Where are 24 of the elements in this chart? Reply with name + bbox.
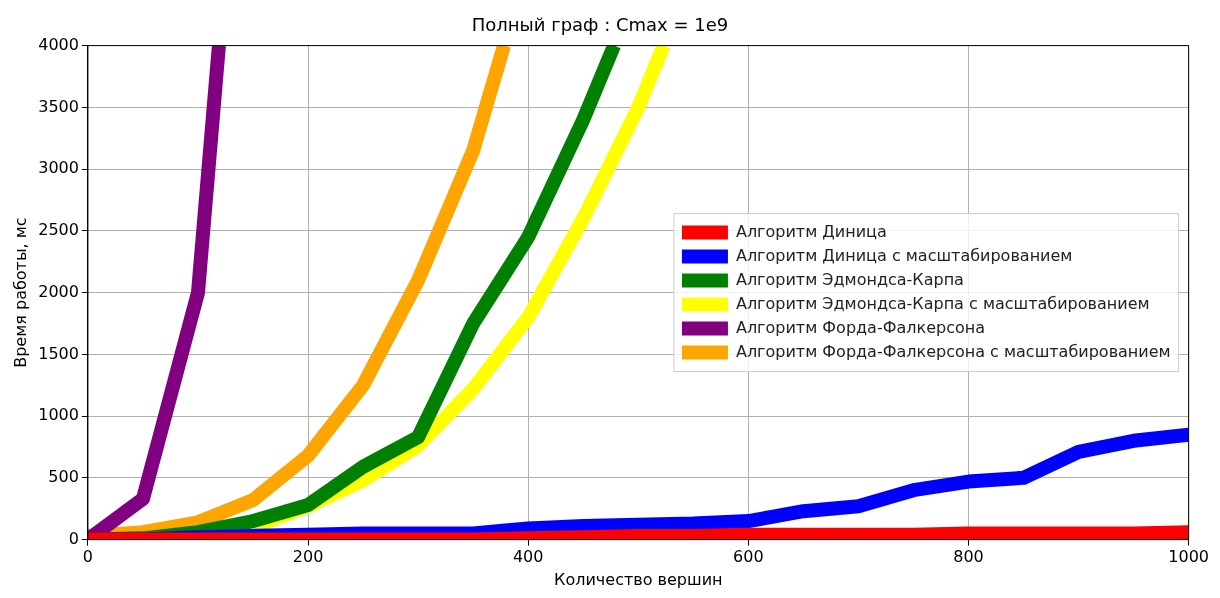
y-tick-label: 0 <box>68 528 79 548</box>
legend-label: Алгоритм Диница <box>735 221 887 241</box>
y-tick-label: 2500 <box>38 220 79 240</box>
legend-label: Алгоритм Диница с масштабированием <box>735 245 1073 265</box>
x-tick-label: 200 <box>292 547 324 567</box>
legend-label: Алгоритм Форда-Фалкерсона <box>735 317 986 337</box>
y-axis-title: Время работы, мс <box>10 217 30 368</box>
y-tick-label: 500 <box>48 467 79 487</box>
legend-label: Алгоритм Эдмондса-Карпа с масштабированием <box>735 293 1150 313</box>
y-tick-label: 3000 <box>38 158 79 178</box>
chart-title: Полный граф : Cmax = 1e9 <box>471 14 729 36</box>
y-tick-label: 4000 <box>38 34 79 54</box>
legend-label: Алгоритм Эдмондса-Карпа <box>735 269 964 289</box>
x-tick-label: 400 <box>512 547 544 567</box>
y-tick-label: 2000 <box>38 281 79 301</box>
x-axis-title: Количество вершин <box>554 569 723 589</box>
legend-label: Алгоритм Форда-Фалкерсона с масштабированием <box>735 341 1171 361</box>
y-tick-label: 1000 <box>38 405 79 425</box>
x-tick-label: 0 <box>82 547 94 567</box>
y-tick-label: 3500 <box>38 96 79 116</box>
x-tick-label: 600 <box>733 547 764 567</box>
y-tick-label: 1500 <box>38 343 79 363</box>
x-tick-label: 800 <box>953 547 984 567</box>
x-tick-label: 1000 <box>1168 547 1209 567</box>
